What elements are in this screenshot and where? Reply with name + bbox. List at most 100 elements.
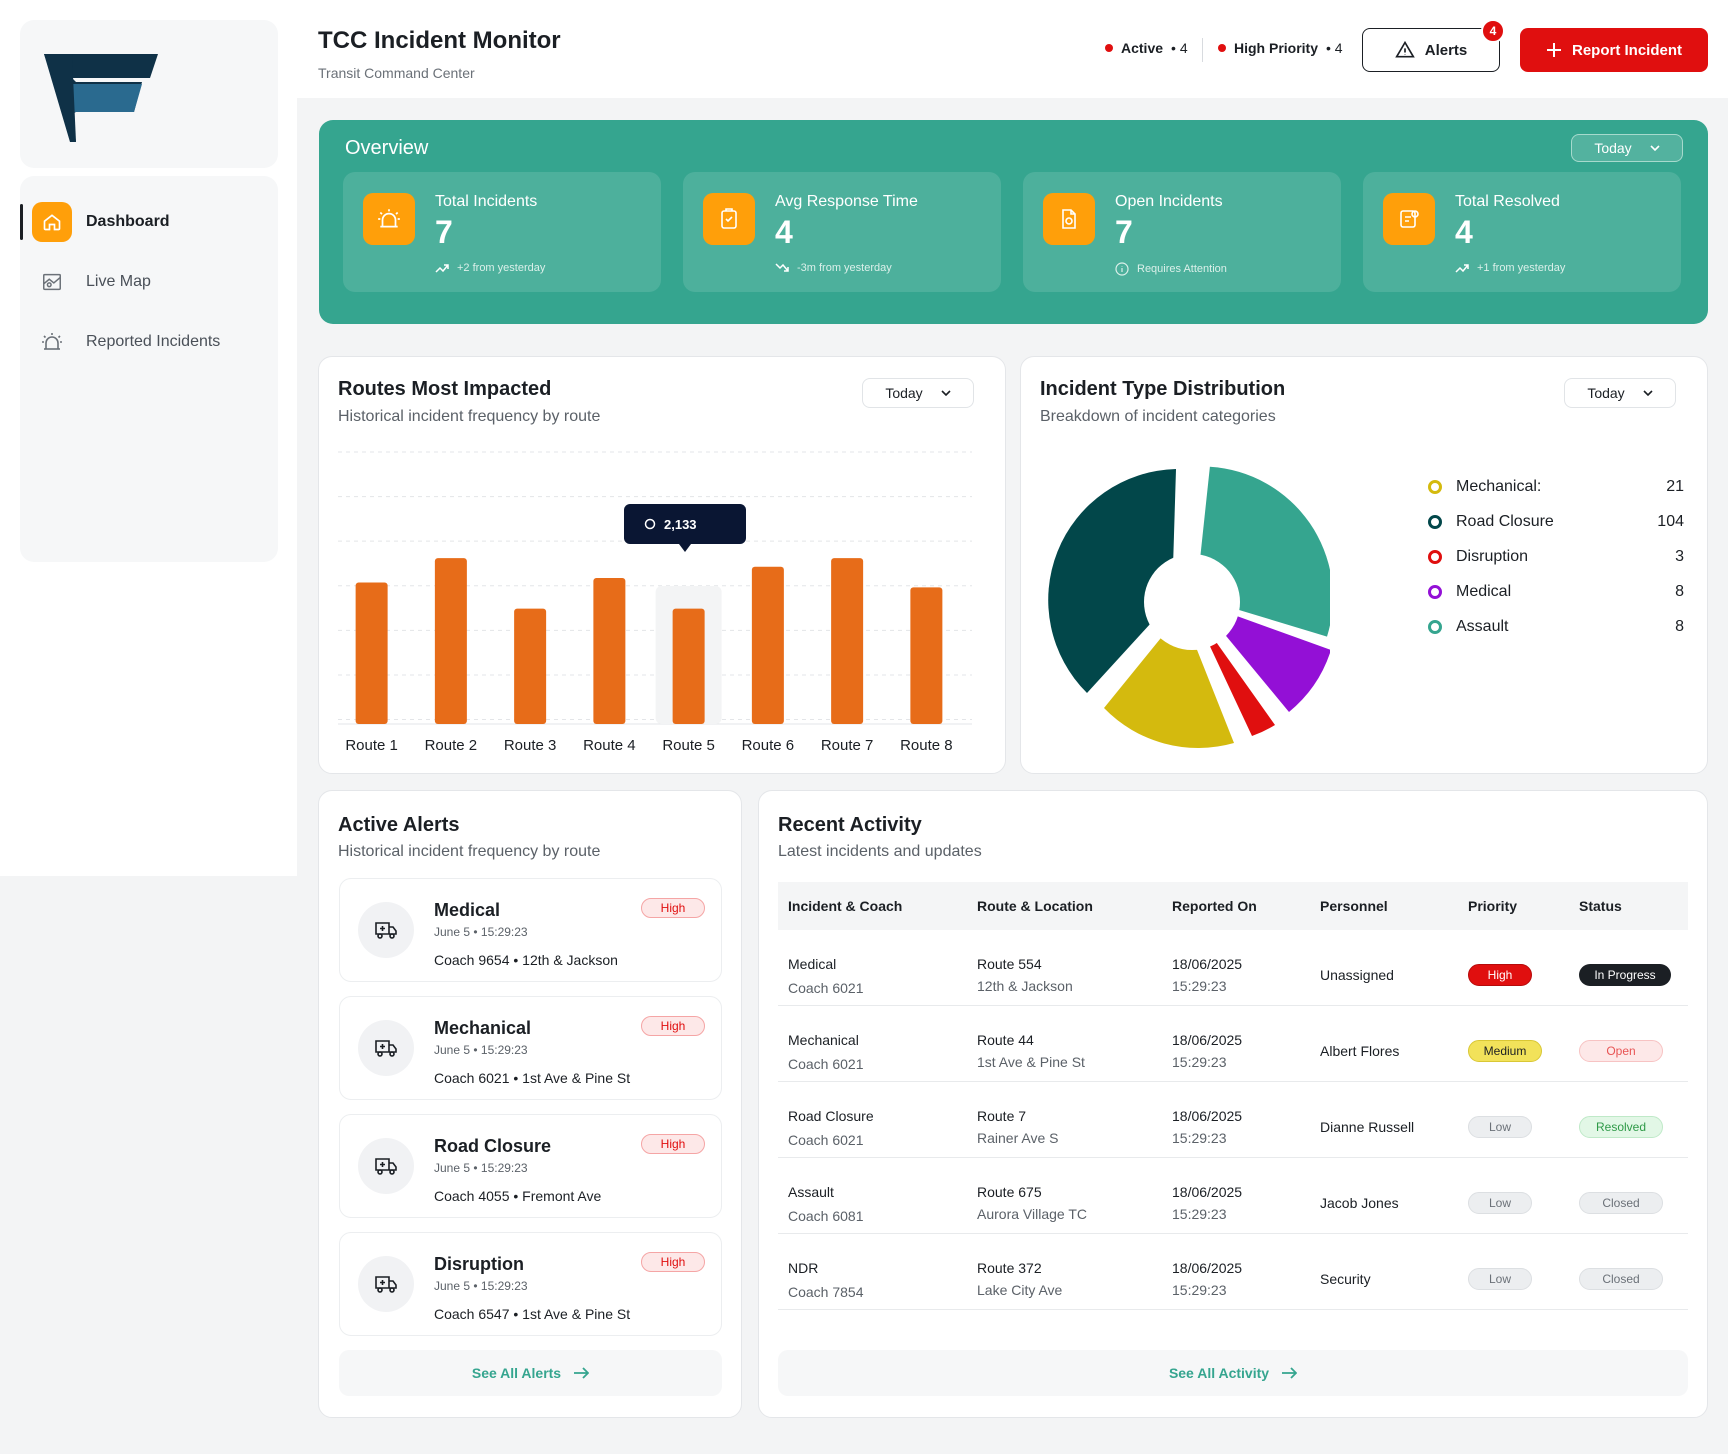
donut-slice-mechanical bbox=[1104, 612, 1234, 748]
x-tick-label: Route 2 bbox=[425, 737, 478, 754]
alarm-icon bbox=[363, 193, 415, 245]
legend-label: Mechanical: bbox=[1456, 478, 1542, 495]
priority-badge: Low bbox=[1468, 1116, 1532, 1138]
alert-location: Coach 4055 • Fremont Ave bbox=[434, 1188, 602, 1204]
legend-item-medical: Medical 8 bbox=[1428, 583, 1684, 601]
alert-location: Coach 9654 • 12th & Jackson bbox=[434, 952, 618, 968]
reported-date: 18/06/2025 bbox=[1172, 1032, 1243, 1048]
alert-title: Mechanical bbox=[434, 1018, 532, 1038]
table-row[interactable] bbox=[778, 930, 1688, 1006]
stat-note: Requires Attention bbox=[1115, 262, 1227, 276]
table-header bbox=[778, 882, 1688, 930]
route-name: Route 7 bbox=[977, 1108, 1027, 1124]
routes-period-select[interactable]: Today bbox=[862, 378, 974, 408]
stat-note-text: Requires Attention bbox=[1137, 263, 1227, 275]
tooltip-dot-icon bbox=[644, 518, 656, 530]
status-dot-icon bbox=[1105, 44, 1113, 52]
tooltip-pointer bbox=[679, 544, 691, 552]
status-dot-icon bbox=[1218, 44, 1226, 52]
x-tick-label: Route 4 bbox=[583, 737, 636, 754]
bar-route-3[interactable] bbox=[514, 608, 547, 724]
status-badge: Resolved bbox=[1579, 1116, 1663, 1138]
bar-route-5[interactable] bbox=[672, 608, 705, 724]
sidebar-item-live-map[interactable]: Live Map bbox=[20, 257, 278, 307]
see-all-activity-button[interactable]: See All Activity bbox=[778, 1350, 1688, 1396]
incident-type: Medical bbox=[788, 956, 837, 972]
legend-label: Road Closure bbox=[1456, 513, 1554, 530]
bar-route-8[interactable] bbox=[910, 587, 943, 724]
reported-time: 15:29:23 bbox=[1172, 1206, 1227, 1222]
priority-badge: High bbox=[641, 1016, 705, 1036]
table-row[interactable] bbox=[778, 1006, 1688, 1082]
legend-label: Medical bbox=[1456, 583, 1512, 600]
legend-dot-icon bbox=[1428, 515, 1442, 529]
coach-id: Coach 6021 bbox=[788, 1132, 864, 1148]
stat-value: 4 bbox=[1455, 214, 1473, 250]
legend-value: 104 bbox=[1657, 513, 1684, 530]
x-tick-label: Route 8 bbox=[900, 737, 953, 754]
route-name: Route 675 bbox=[977, 1184, 1042, 1200]
incident-type: Road Closure bbox=[788, 1108, 874, 1124]
resolved-icon bbox=[1383, 193, 1435, 245]
period-label: Today bbox=[1587, 385, 1625, 401]
overview-period-select[interactable]: Today bbox=[1571, 134, 1683, 162]
alert-time: June 5 • 15:29:23 bbox=[434, 1161, 528, 1175]
priority-count: • 4 bbox=[1326, 40, 1343, 56]
alert-location: Coach 6021 • 1st Ave & Pine St bbox=[434, 1070, 631, 1086]
stat-note: +1 from yesterday bbox=[1455, 262, 1565, 274]
x-tick-label: Route 7 bbox=[821, 737, 874, 754]
priority-badge: Low bbox=[1468, 1268, 1532, 1290]
chevron-down-icon bbox=[1650, 145, 1660, 151]
sidebar-item-reported-incidents[interactable]: Reported Incidents bbox=[20, 317, 278, 367]
map-icon bbox=[32, 262, 72, 302]
bar-route-1[interactable] bbox=[355, 582, 388, 724]
table-row[interactable] bbox=[778, 1234, 1688, 1310]
warning-icon bbox=[1394, 40, 1415, 58]
priority-badge: Low bbox=[1468, 1192, 1532, 1214]
ambulance-icon bbox=[358, 902, 414, 958]
report-incident-button[interactable]: Report Incident bbox=[1520, 28, 1708, 72]
alerts-button[interactable]: Alerts bbox=[1362, 28, 1500, 72]
stat-value: 7 bbox=[435, 214, 453, 250]
see-all-alerts-button[interactable]: See All Alerts bbox=[339, 1350, 722, 1396]
x-tick-label: Route 6 bbox=[742, 737, 795, 754]
alert-time: June 5 • 15:29:23 bbox=[434, 1043, 528, 1057]
bar-route-4[interactable] bbox=[593, 578, 626, 724]
trend-up-icon bbox=[1455, 264, 1469, 273]
column-header: Route & Location bbox=[977, 898, 1093, 914]
high-priority-status: High Priority • 4 bbox=[1218, 40, 1343, 56]
x-tick-label: Route 5 bbox=[662, 737, 715, 754]
divider bbox=[1202, 38, 1203, 62]
legend-dot-icon bbox=[1428, 550, 1442, 564]
chart-tooltip bbox=[624, 504, 746, 544]
ambulance-icon bbox=[358, 1256, 414, 1312]
period-label: Today bbox=[885, 385, 923, 401]
distribution-period-select[interactable]: Today bbox=[1564, 378, 1676, 408]
legend-item-mechanical: Mechanical: 21 bbox=[1428, 478, 1684, 496]
trend-down-icon bbox=[775, 263, 789, 272]
activity-subtitle: Latest incidents and updates bbox=[778, 843, 982, 860]
stat-note-text: +1 from yesterday bbox=[1477, 262, 1566, 274]
sidebar-item-dashboard[interactable]: Dashboard bbox=[20, 197, 278, 247]
trend-up-icon bbox=[435, 264, 449, 273]
table-row[interactable] bbox=[778, 1158, 1688, 1234]
sidebar-item-label: Reported Incidents bbox=[86, 333, 221, 350]
stat-label: Total Resolved bbox=[1455, 193, 1560, 210]
alerts-subtitle: Historical incident frequency by route bbox=[338, 843, 601, 860]
incident-type: Assault bbox=[788, 1184, 834, 1200]
routes-chart-subtitle: Historical incident frequency by route bbox=[338, 408, 601, 425]
reported-date: 18/06/2025 bbox=[1172, 1108, 1243, 1124]
status-badge: Open bbox=[1579, 1040, 1663, 1062]
route-name: Route 554 bbox=[977, 956, 1042, 972]
table-row[interactable] bbox=[778, 1082, 1688, 1158]
active-label: Active bbox=[1121, 40, 1164, 56]
bar-route-2[interactable] bbox=[434, 558, 467, 724]
coach-id: Coach 6021 bbox=[788, 980, 864, 996]
bar-route-6[interactable] bbox=[751, 566, 784, 724]
bar-route-7[interactable] bbox=[831, 558, 864, 724]
legend-item-assault: Assault 8 bbox=[1428, 618, 1684, 636]
ambulance-icon bbox=[358, 1020, 414, 1076]
alert-title: Medical bbox=[434, 900, 501, 920]
route-location: 12th & Jackson bbox=[977, 978, 1073, 994]
active-status: Active • 4 bbox=[1105, 40, 1188, 56]
